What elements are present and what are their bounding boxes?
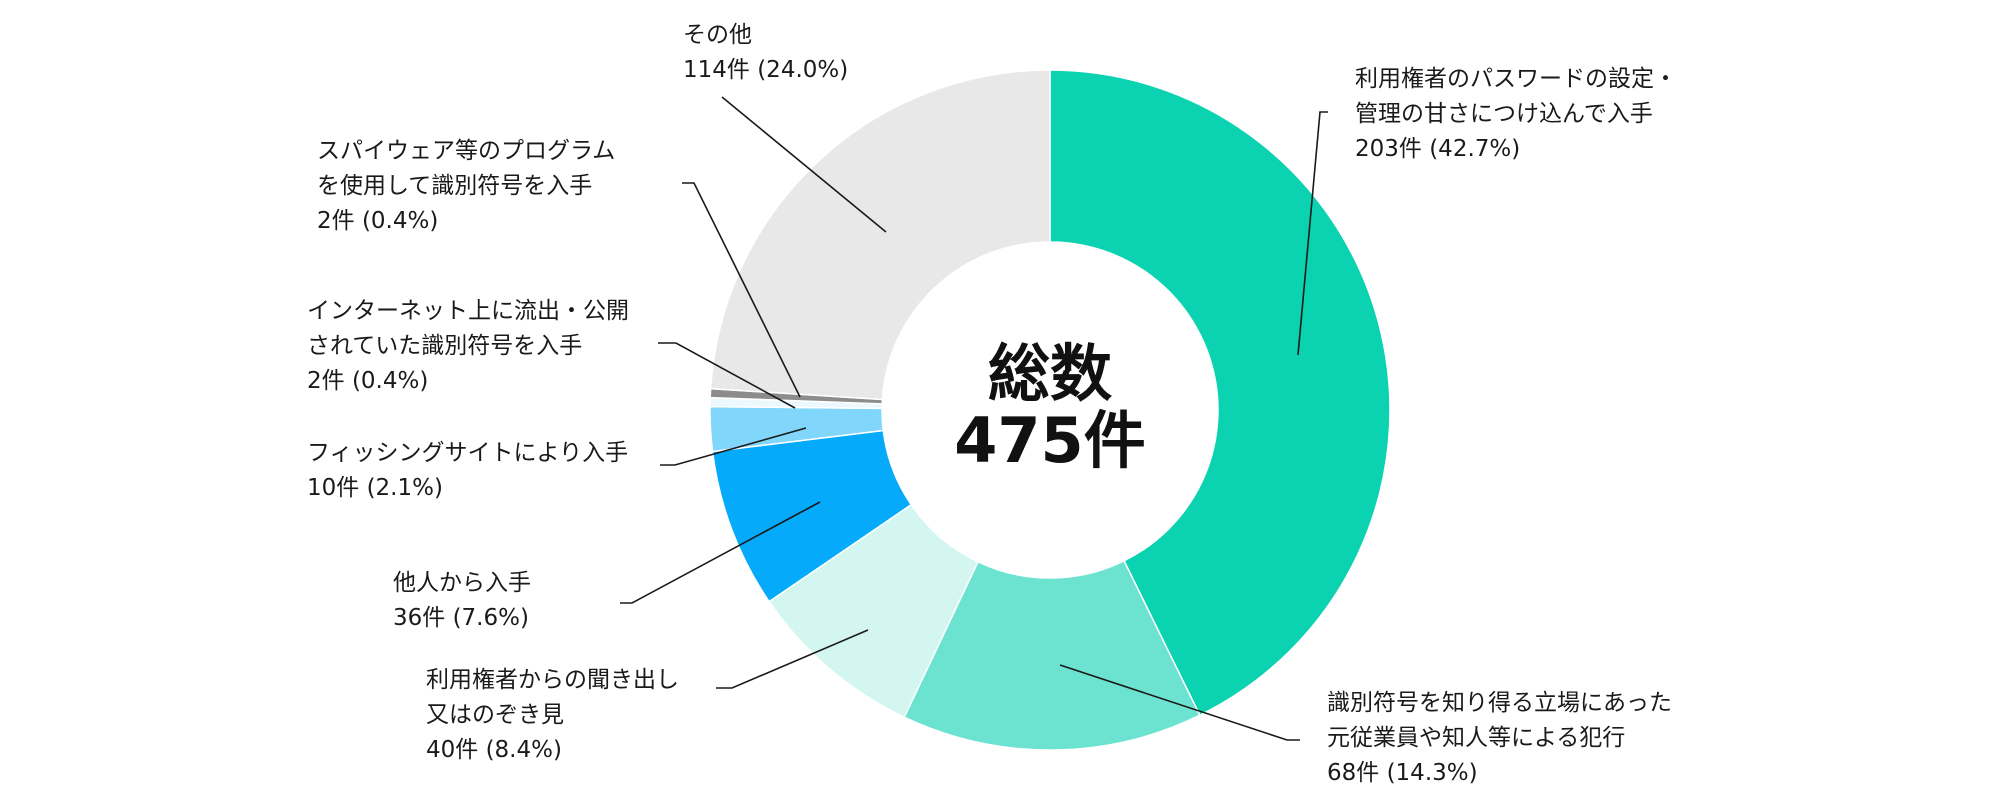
slice-label-2-line-1: 又はのぞき見 <box>426 702 564 728</box>
slice-label-6-line-0: スパイウェア等のプログラム <box>317 138 615 164</box>
leader-line-7 <box>721 96 887 233</box>
leader-line-6 <box>682 182 801 398</box>
leader-line-2 <box>716 629 869 689</box>
slices-group <box>709 69 1391 751</box>
slice-label-5-line-1: されていた識別符号を入手 <box>307 333 582 359</box>
slice-value-0: 203件 (42.7%) <box>1355 136 1520 162</box>
slice-value-1: 68件 (14.3%) <box>1327 760 1478 786</box>
leader-line-3 <box>620 501 821 604</box>
slice-label-0-line-0: 利用権者のパスワードの設定・ <box>1355 66 1677 92</box>
slice-label-2-line-0: 利用権者からの聞き出し <box>426 667 679 693</box>
slice-label-4-line-0: フィッシングサイトにより入手 <box>307 440 628 466</box>
leaders-group <box>620 96 1328 741</box>
slice-label-0-line-1: 管理の甘さにつけ込んで入手 <box>1355 101 1653 127</box>
leader-line-1 <box>1059 664 1300 741</box>
slice-value-3: 36件 (7.6%) <box>393 605 529 631</box>
slice-7 <box>709 69 1051 401</box>
slice-0 <box>1049 69 1391 717</box>
slice-value-4: 10件 (2.1%) <box>307 475 443 501</box>
leader-line-0 <box>1297 111 1328 356</box>
slice-1 <box>903 559 1201 751</box>
leader-line-4 <box>660 427 807 466</box>
leader-line-5 <box>658 342 796 409</box>
slice-label-5-line-0: インターネット上に流出・公開 <box>307 298 629 324</box>
slice-label-6-line-1: を使用して識別符号を入手 <box>317 173 592 199</box>
slice-value-2: 40件 (8.4%) <box>426 737 562 763</box>
slice-label-7-line-0: その他 <box>683 22 752 48</box>
center-value: 475件 <box>954 404 1145 477</box>
slice-label-1-line-0: 識別符号を知り得る立場にあった <box>1327 690 1672 716</box>
slice-value-6: 2件 (0.4%) <box>317 208 438 234</box>
center-title: 総数 <box>988 337 1112 410</box>
slice-label-3-line-0: 他人から入手 <box>393 570 531 596</box>
labels-group: 利用権者のパスワードの設定・管理の甘さにつけ込んで入手 203件 (42.7%) 識… <box>307 22 1677 786</box>
slice-value-5: 2件 (0.4%) <box>307 368 428 394</box>
slice-label-1-line-1: 元従業員や知人等による犯行 <box>1327 725 1625 751</box>
slice-value-7: 114件 (24.0%) <box>683 57 848 83</box>
